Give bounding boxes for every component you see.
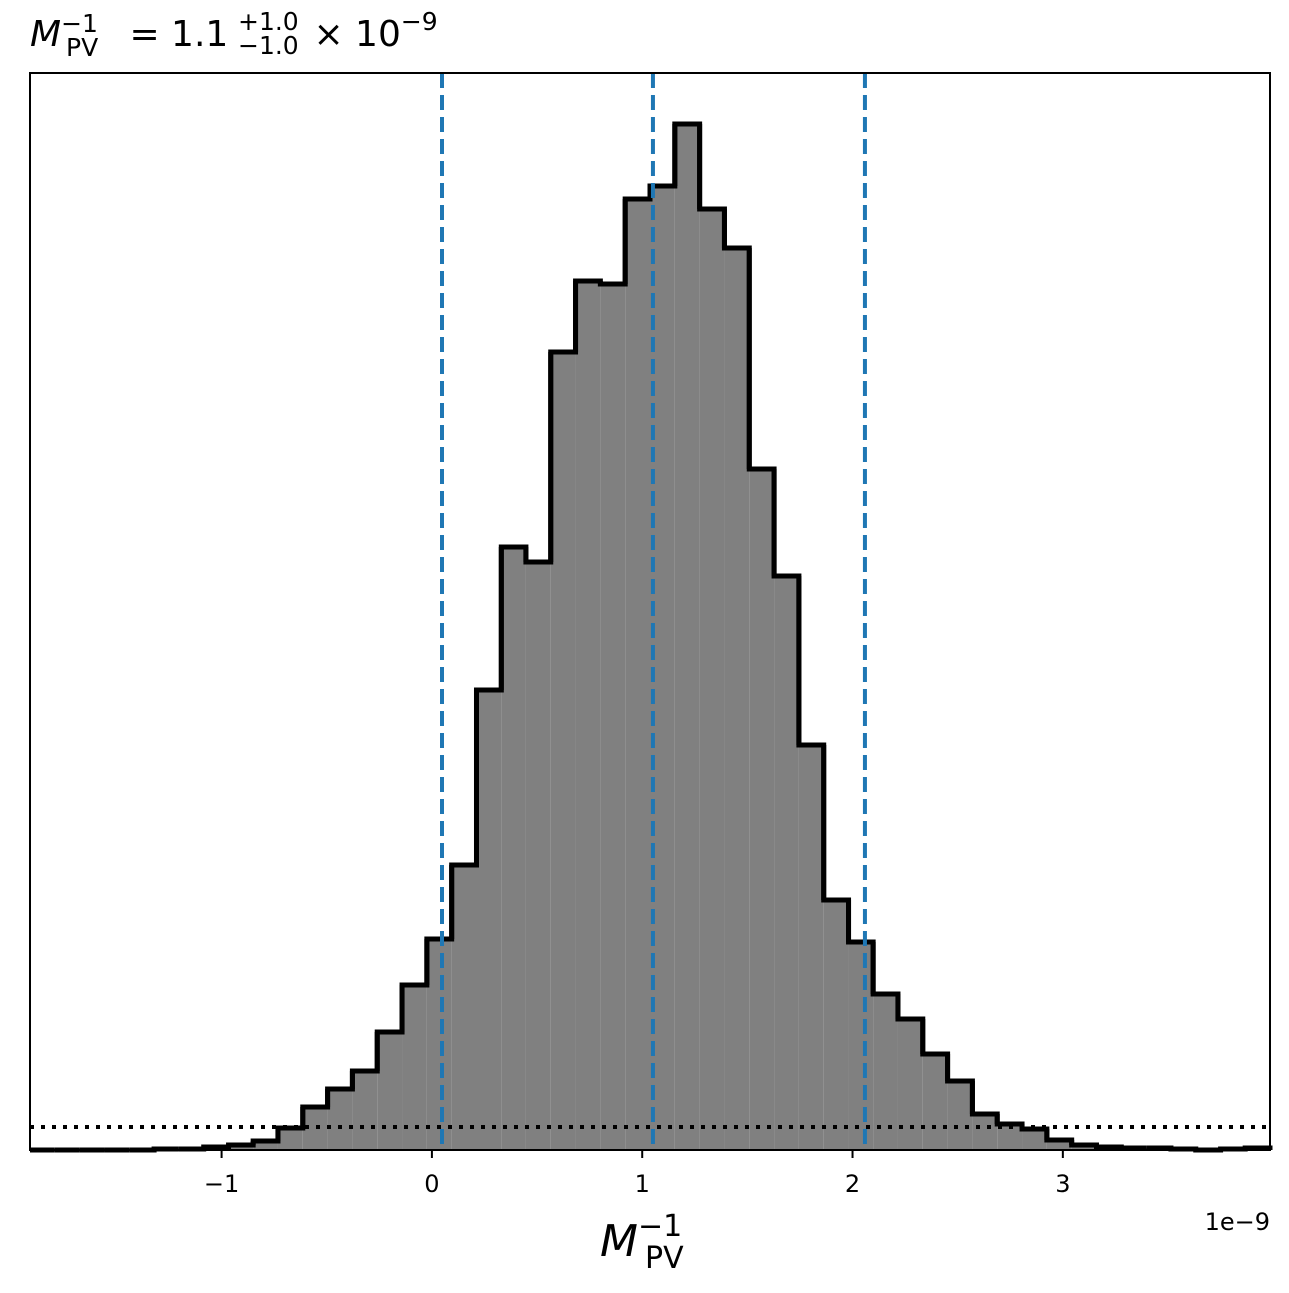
bar [922, 1054, 948, 1150]
bar [873, 994, 898, 1150]
bar-outline [250, 1128, 281, 1145]
bar [402, 985, 427, 1150]
bar [277, 1128, 303, 1150]
bar-outline [1118, 1145, 1147, 1151]
x-tick-label: 1 [635, 1170, 650, 1198]
bar [426, 939, 452, 1150]
bar-outline [1093, 1144, 1124, 1150]
bar [352, 1071, 378, 1150]
bar-outline [1069, 1140, 1099, 1148]
title-symbol: M [30, 14, 61, 55]
bar [798, 745, 824, 1150]
title-body: = 1.1 [118, 14, 228, 55]
x-tick-label: −1 [204, 1170, 239, 1198]
title-times: × 10 [302, 14, 401, 55]
bar-outline [1146, 1145, 1174, 1151]
title-minus: −1.0 [238, 31, 299, 60]
bar-outline [178, 1146, 207, 1152]
bar [625, 199, 650, 1150]
bar [699, 209, 725, 1150]
bar [575, 281, 601, 1150]
bar [550, 352, 576, 1150]
bar-outline [523, 352, 554, 565]
bar [947, 1081, 973, 1150]
bar [774, 576, 799, 1150]
x-axis-label: M−1 PV [600, 1209, 684, 1276]
xlabel-sup: −1 [638, 1209, 682, 1244]
x-offset-label: 1e−9 [1205, 1208, 1270, 1236]
bar [253, 1141, 278, 1150]
bar [1022, 1129, 1047, 1150]
xlabel-symbol: M [600, 1216, 638, 1267]
xlabel-sub: PV [645, 1241, 684, 1276]
bar [327, 1089, 353, 1150]
bar [1046, 1140, 1072, 1150]
plot-frame [29, 72, 1271, 1151]
title-plus: +1.0 [238, 7, 299, 36]
x-tick-label: 3 [1055, 1170, 1070, 1198]
bar [525, 562, 551, 1150]
bar [600, 284, 626, 1150]
bar [674, 124, 700, 1150]
bar [848, 942, 874, 1150]
bar [724, 248, 750, 1150]
title-exp: −9 [401, 7, 438, 36]
chart-title: M−1 PV = 1.1 +1.0 −1.0 × 10−9 [30, 7, 438, 62]
x-tick-label: 0 [424, 1170, 439, 1198]
bar [897, 1019, 923, 1150]
bar [823, 900, 849, 1150]
bar-outline [226, 1141, 256, 1148]
bar [476, 690, 502, 1150]
bar-outline [201, 1144, 232, 1150]
bar [377, 1032, 403, 1150]
bar [972, 1114, 998, 1150]
bar-outline [597, 199, 628, 287]
bar [749, 469, 775, 1150]
bar [451, 865, 477, 1150]
title-sub: PV [66, 33, 98, 62]
title-sup: −1 [61, 9, 98, 38]
x-tick-label: 2 [845, 1170, 860, 1198]
bar [501, 547, 526, 1150]
